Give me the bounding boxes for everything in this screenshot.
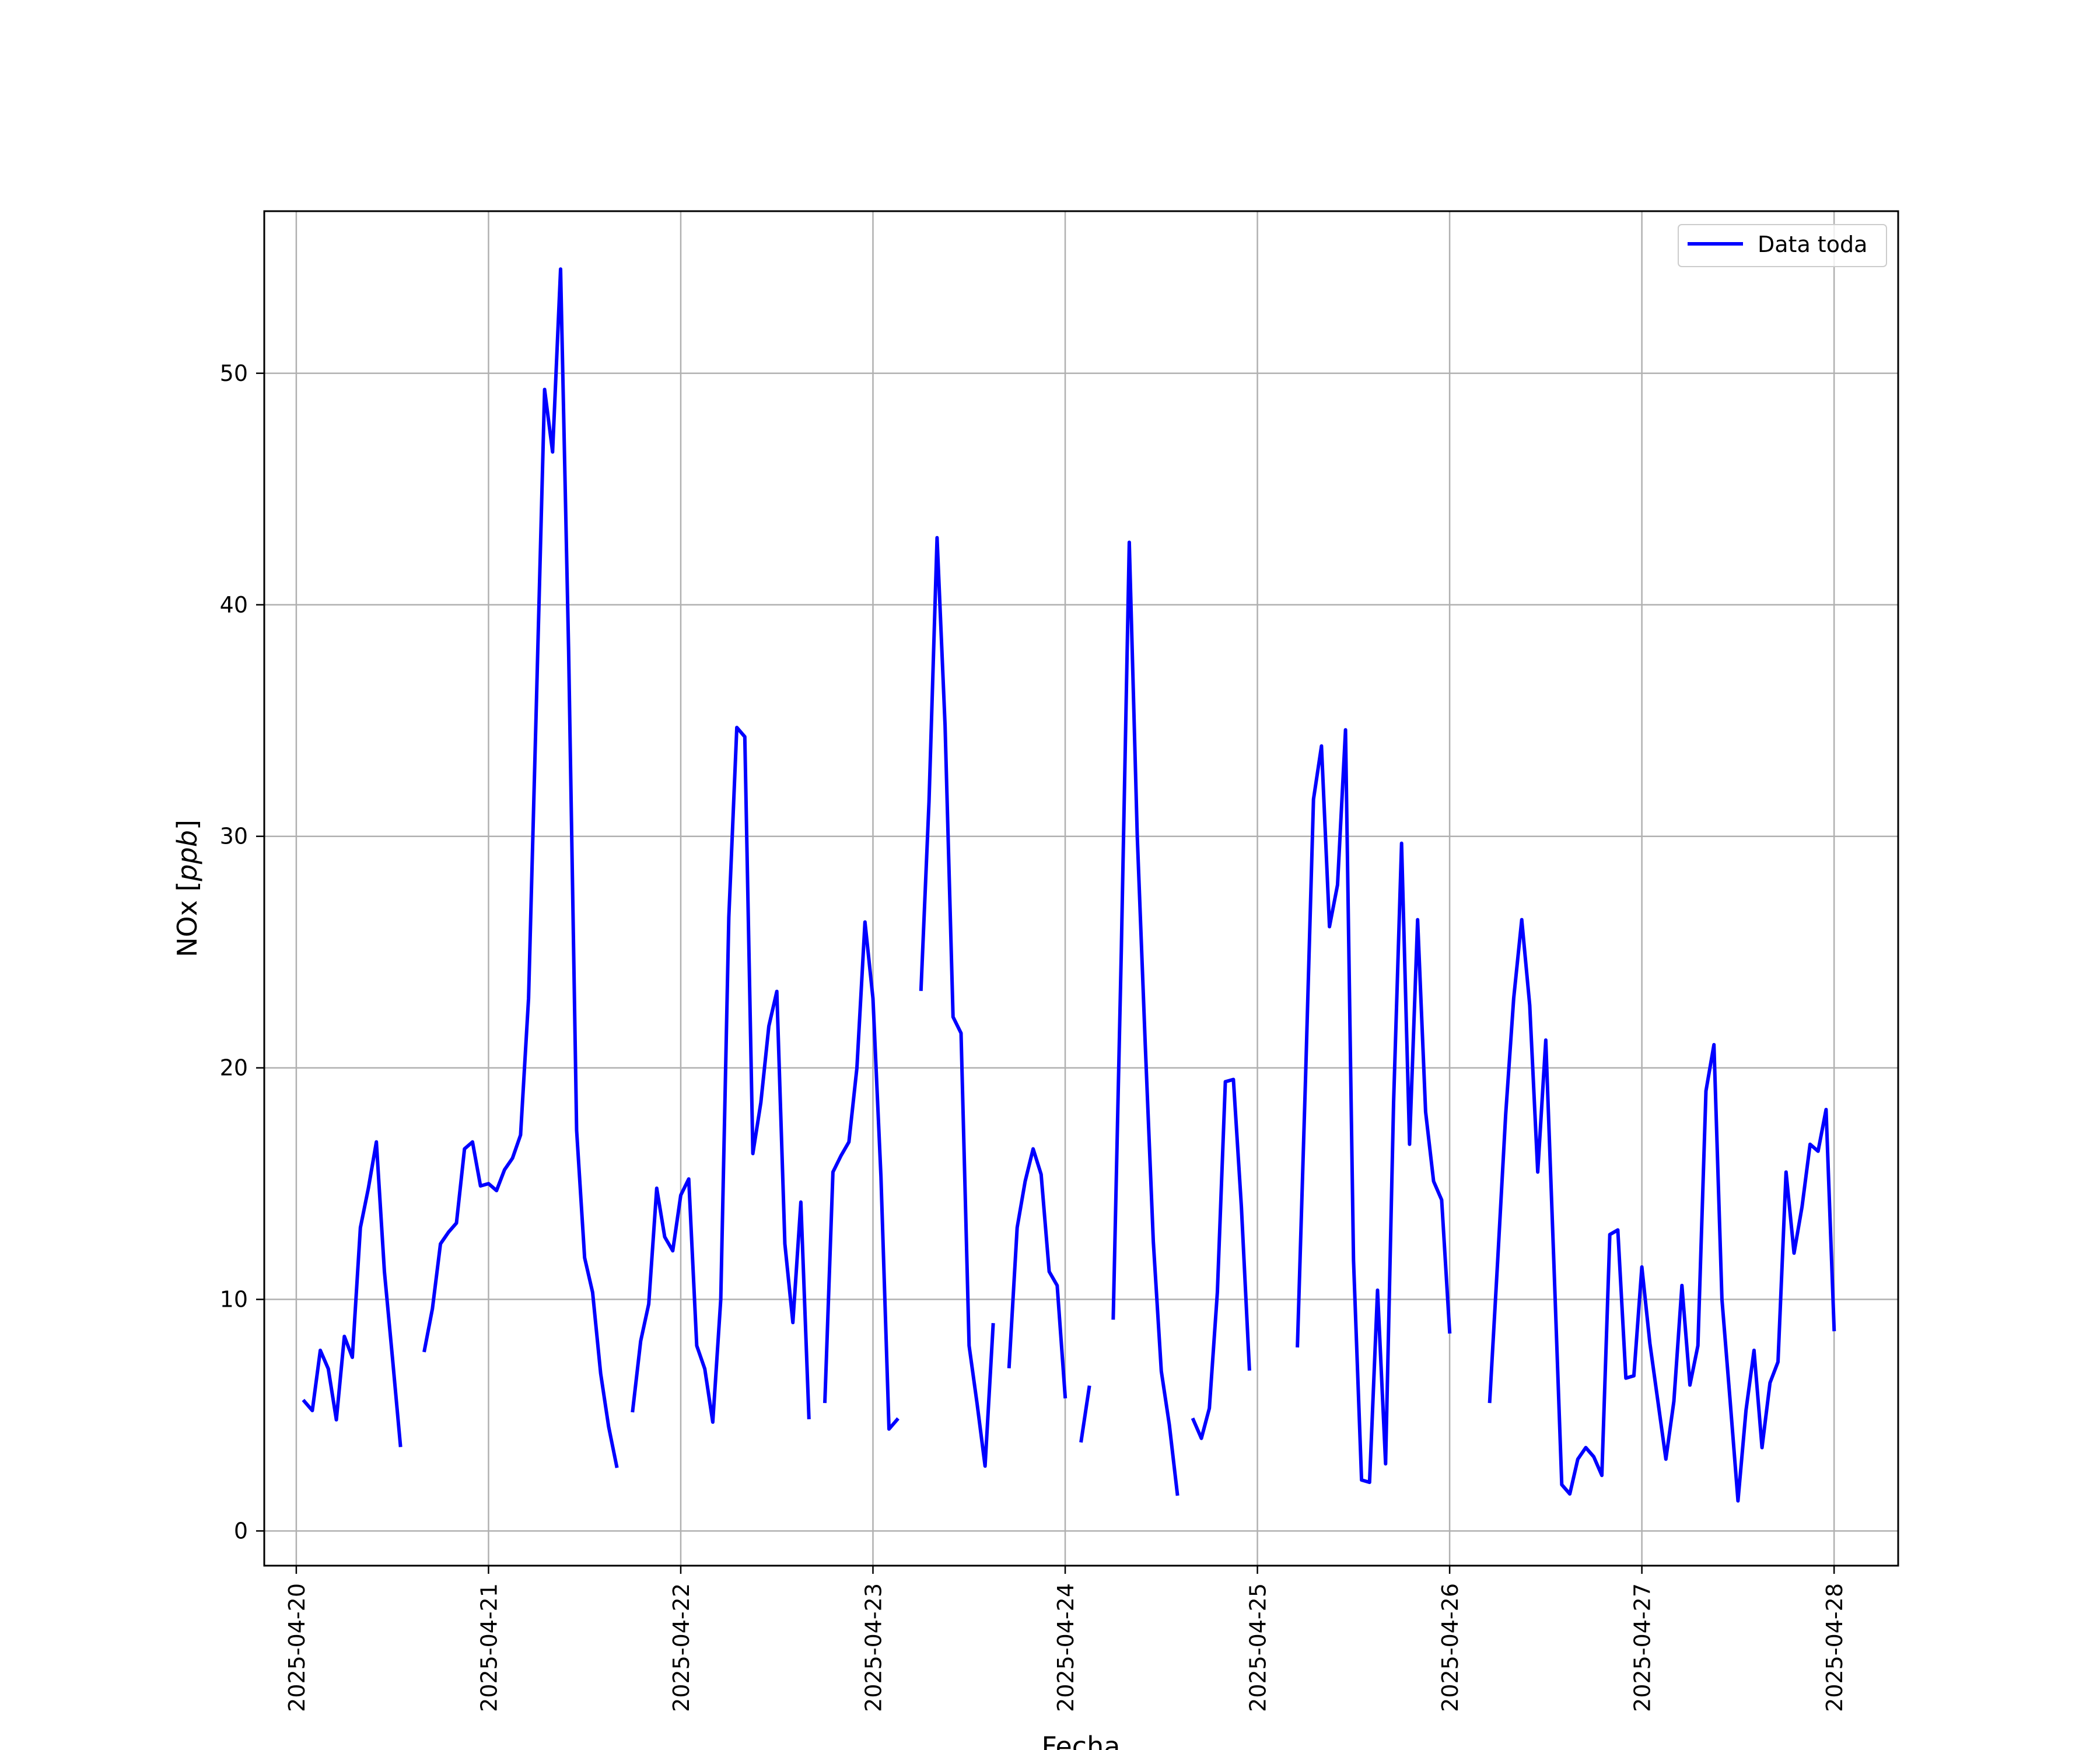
y-axis-title-open: [ <box>172 881 203 892</box>
y-axis: 0 10 20 30 40 50 <box>220 360 264 1544</box>
grid <box>264 211 1898 1566</box>
y-tick-label: 40 <box>220 592 248 618</box>
legend-label: Data toda <box>1758 232 1867 257</box>
x-axis: 2025-04-20 2025-04-21 2025-04-22 2025-04-23… <box>284 1566 1847 1712</box>
x-tick-label: 2025-04-20 <box>284 1583 310 1712</box>
plot-frame <box>263 210 1899 1567</box>
y-axis-title-close: ] <box>172 820 203 830</box>
x-tick-label: 2025-04-26 <box>1437 1583 1463 1712</box>
x-tick-label: 2025-04-27 <box>1630 1583 1656 1712</box>
y-tick-label: 0 <box>234 1518 248 1544</box>
x-tick-label: 2025-04-22 <box>668 1583 694 1712</box>
y-axis-title-unit: ppb <box>172 830 203 882</box>
y-axis-title-main: NOx <box>172 892 203 957</box>
y-tick-label: 10 <box>220 1287 248 1312</box>
x-tick-label: 2025-04-21 <box>476 1583 502 1712</box>
y-axis-title: NOx [ppb] <box>172 820 203 957</box>
series-layer <box>302 267 1836 1503</box>
x-tick-label: 2025-04-24 <box>1053 1583 1079 1712</box>
x-tick-label: 2025-04-28 <box>1822 1583 1847 1712</box>
y-tick-label: 20 <box>220 1055 248 1081</box>
legend: Data toda <box>1678 224 1887 267</box>
x-axis-title: Fecha <box>1042 1731 1121 1750</box>
x-tick-label: 2025-04-25 <box>1245 1583 1271 1712</box>
x-tick-label: 2025-04-23 <box>861 1583 887 1712</box>
series-line-data-toda <box>302 267 1836 1503</box>
y-tick-label: 30 <box>220 824 248 849</box>
y-tick-label: 50 <box>220 360 248 386</box>
legend-box <box>1678 224 1887 267</box>
